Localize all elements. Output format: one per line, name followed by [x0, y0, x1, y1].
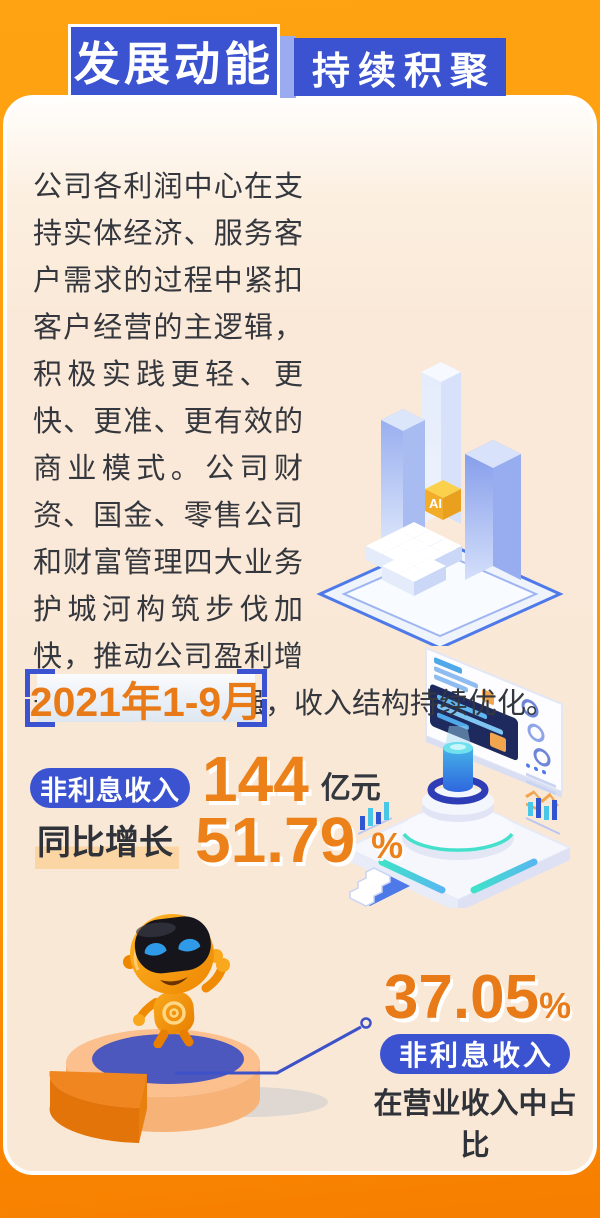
- isometric-city-illustration: AI: [315, 354, 567, 650]
- bracket-corner-icon: [237, 669, 267, 697]
- period-label: 2021年1-9月: [29, 679, 263, 725]
- connector-line-icon: [175, 1017, 372, 1075]
- bracket-corner-icon: [237, 699, 267, 727]
- pie-chart-icon: [49, 1029, 328, 1143]
- stat-value: 144: [202, 743, 309, 816]
- callout-connector: [165, 1008, 380, 1088]
- period-frame: 2021年1-9月: [25, 669, 267, 727]
- pie-chart-3d-illustration: [38, 1012, 338, 1147]
- mini-bar-chart-left: [357, 802, 393, 835]
- ai-cube-icon: AI: [425, 480, 461, 520]
- stat-unit: %: [371, 824, 404, 866]
- svg-text:AI: AI: [429, 496, 442, 511]
- share-label: 非利息收入: [398, 1040, 554, 1071]
- bracket-corner-icon: [25, 699, 55, 727]
- pie-slice-noninterest: [49, 1071, 147, 1143]
- content-card: [3, 95, 597, 1175]
- share-caption: 在营业收入中占比: [373, 1088, 577, 1162]
- intro-paragraph-block: AI 公司各利润中心在支持实体经济、服务客户需求的过程中紧扣客户经营的主逻辑，积…: [33, 164, 567, 728]
- stat-label-highlighted: 同比增长: [35, 814, 179, 869]
- stat-non-interest-income: 非利息收入 144 亿元: [30, 742, 381, 816]
- intro-paragraph-text: 公司各利润中心在支持实体经济、服务客户需求的过程中紧扣客户经营的主逻辑，积极实践…: [33, 171, 556, 720]
- robot-icon: [123, 914, 230, 1049]
- stat-unit: 亿元: [320, 772, 381, 805]
- stat-label: 非利息收入: [40, 775, 180, 806]
- share-unit: %: [539, 985, 572, 1026]
- bracket-corner-icon: [25, 669, 55, 697]
- city-cubes-icon: AI: [316, 362, 564, 650]
- dashboard-machine-illustration: [330, 640, 588, 912]
- tower-left: [381, 409, 425, 555]
- stairs: [349, 867, 410, 907]
- dashboard-icon: [343, 646, 573, 912]
- stat-label-badge: 非利息收入: [30, 768, 190, 808]
- share-label-badge: 非利息收入: [380, 1034, 570, 1074]
- robot-mascot-illustration: [110, 908, 242, 1049]
- share-value-block: 37.05%: [375, 962, 580, 1033]
- share-value: 37.05: [383, 963, 540, 1032]
- header-badge-primary: 发展动能: [68, 24, 280, 98]
- header-title-primary: 发展动能: [74, 38, 274, 90]
- header-badge-secondary: 持续积聚: [294, 38, 506, 96]
- period-frame-bg: 2021年1-9月: [30, 674, 262, 725]
- stat-yoy-growth: 同比增长 51.79 %: [35, 804, 404, 876]
- stat-value: 51.79: [195, 804, 356, 876]
- header-title-secondary: 持续积聚: [311, 50, 496, 93]
- tower-right: [465, 440, 521, 580]
- pedestal: [402, 726, 514, 860]
- mini-bar-chart-right: [525, 798, 561, 835]
